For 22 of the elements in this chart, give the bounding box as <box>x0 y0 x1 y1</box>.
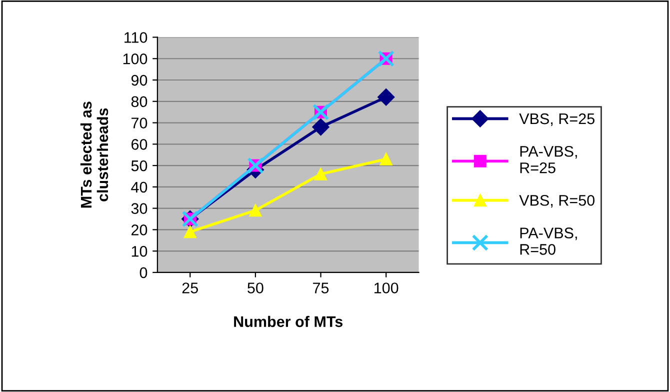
legend-label: VBS, R=50 <box>519 194 595 208</box>
y-tick-label: 60 <box>132 139 148 150</box>
x-tick-label: 25 <box>182 282 198 294</box>
y-tick-label: 30 <box>131 203 148 214</box>
x-tick-label: 75 <box>313 282 329 294</box>
y-tick-label: 70 <box>132 118 148 128</box>
x-tick-label: 50 <box>248 282 264 294</box>
legend-label: PA-VBS, R=25 <box>520 146 577 174</box>
legend-label: PA-VBS, R=50 <box>520 228 577 255</box>
y-tick-label: 110 <box>124 32 148 43</box>
y-tick-label: 0 <box>140 267 148 278</box>
legend-label: VBS, R=25 <box>519 113 594 126</box>
y-axis-title: MTs elected as clusterheads <box>80 102 108 208</box>
y-tick-label: 100 <box>123 53 148 64</box>
y-tick-label: 90 <box>131 74 148 86</box>
y-tick-label: 10 <box>132 246 148 257</box>
y-tick-label: 20 <box>132 224 148 236</box>
y-tick-label: 40 <box>131 182 148 193</box>
x-tick-label: 100 <box>374 282 398 294</box>
x-axis-title: Number of MTs <box>234 316 343 328</box>
y-tick-label: 50 <box>131 160 148 172</box>
y-tick-label: 80 <box>131 96 148 108</box>
